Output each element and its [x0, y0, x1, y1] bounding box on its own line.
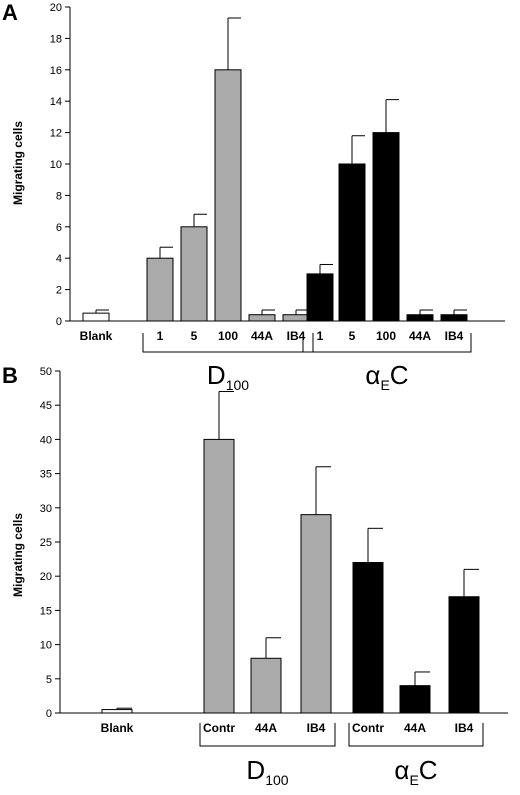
- category-label: 44A: [255, 721, 277, 735]
- y-tick-label: 40: [40, 434, 52, 446]
- panel-a: A Migrating cells 0 2 4 6 8 10 12 14 16 18 20 Blan…: [2, 0, 505, 393]
- bar: [440, 314, 468, 322]
- group-label: D100: [246, 755, 288, 788]
- y-tick-label: 30: [40, 503, 52, 515]
- category-label: 1: [157, 329, 164, 343]
- bar: [338, 163, 366, 322]
- category-label: 44A: [409, 329, 431, 343]
- bar: [248, 314, 276, 322]
- category-label: Blank: [80, 329, 113, 343]
- category-label: IB4: [455, 721, 474, 735]
- y-tick-label: 18: [50, 33, 62, 45]
- panel-a-letter: A: [2, 0, 18, 25]
- bar: [399, 685, 431, 714]
- category-label: Contr: [352, 721, 384, 735]
- bar: [300, 514, 332, 714]
- y-tick-label: 5: [46, 674, 52, 686]
- bar: [250, 657, 282, 714]
- bar: [203, 438, 235, 714]
- bar: [180, 226, 208, 322]
- y-tick-label: 0: [46, 708, 52, 720]
- y-tick-label: 0: [56, 316, 62, 328]
- y-tick-label: 12: [50, 128, 62, 140]
- y-tick-label: 4: [56, 253, 62, 265]
- category-label: 100: [218, 329, 238, 343]
- bar: [406, 314, 434, 322]
- bar: [306, 273, 334, 322]
- panel-b-letter: B: [2, 363, 18, 388]
- category-label: Contr: [203, 721, 235, 735]
- y-tick-label: 15: [40, 605, 52, 617]
- bar: [82, 312, 110, 322]
- bar: [214, 69, 242, 322]
- category-label: 44A: [404, 721, 426, 735]
- y-tick-label: 45: [40, 400, 52, 412]
- y-tick-label: 6: [56, 222, 62, 234]
- bar: [448, 596, 480, 714]
- category-label: 1: [317, 329, 324, 343]
- group-bracket: [199, 723, 336, 747]
- category-label: 5: [349, 329, 356, 343]
- category-label: 100: [376, 329, 396, 343]
- group-bracket: [348, 723, 484, 747]
- y-tick-label: 16: [50, 65, 62, 77]
- bar: [372, 132, 400, 322]
- y-tick-label: 35: [40, 469, 52, 481]
- y-tick-label: 10: [40, 640, 52, 652]
- bar: [352, 562, 384, 714]
- y-tick-label: 10: [50, 159, 62, 171]
- bar: [101, 709, 133, 714]
- category-label: IB4: [287, 329, 306, 343]
- y-tick-label: 2: [56, 285, 62, 297]
- category-label: 44A: [251, 329, 273, 343]
- y-tick-label: 50: [40, 366, 52, 378]
- category-label: IB4: [445, 329, 464, 343]
- group-label: αEC: [365, 360, 408, 393]
- panel-b: B Migrating cells 0 5 10 15 20 25 30 35 40 45 50 B…: [2, 363, 508, 788]
- group-label: αEC: [394, 755, 437, 788]
- panel-b-y-axis-label: Migrating cells: [11, 513, 25, 597]
- y-tick-label: 20: [40, 571, 52, 583]
- category-label: Blank: [101, 721, 134, 735]
- y-tick-label: 8: [56, 190, 62, 202]
- category-label: IB4: [307, 721, 326, 735]
- category-label: 5: [191, 329, 198, 343]
- group-label: D100: [207, 360, 249, 393]
- y-tick-label: 14: [50, 96, 62, 108]
- y-tick-label: 25: [40, 537, 52, 549]
- bar: [146, 257, 174, 322]
- group-bracket: [142, 333, 314, 353]
- group-bracket: [302, 333, 472, 353]
- y-tick-label: 20: [50, 2, 62, 14]
- panel-a-y-axis-label: Migrating cells: [11, 121, 25, 205]
- bar: [282, 314, 310, 322]
